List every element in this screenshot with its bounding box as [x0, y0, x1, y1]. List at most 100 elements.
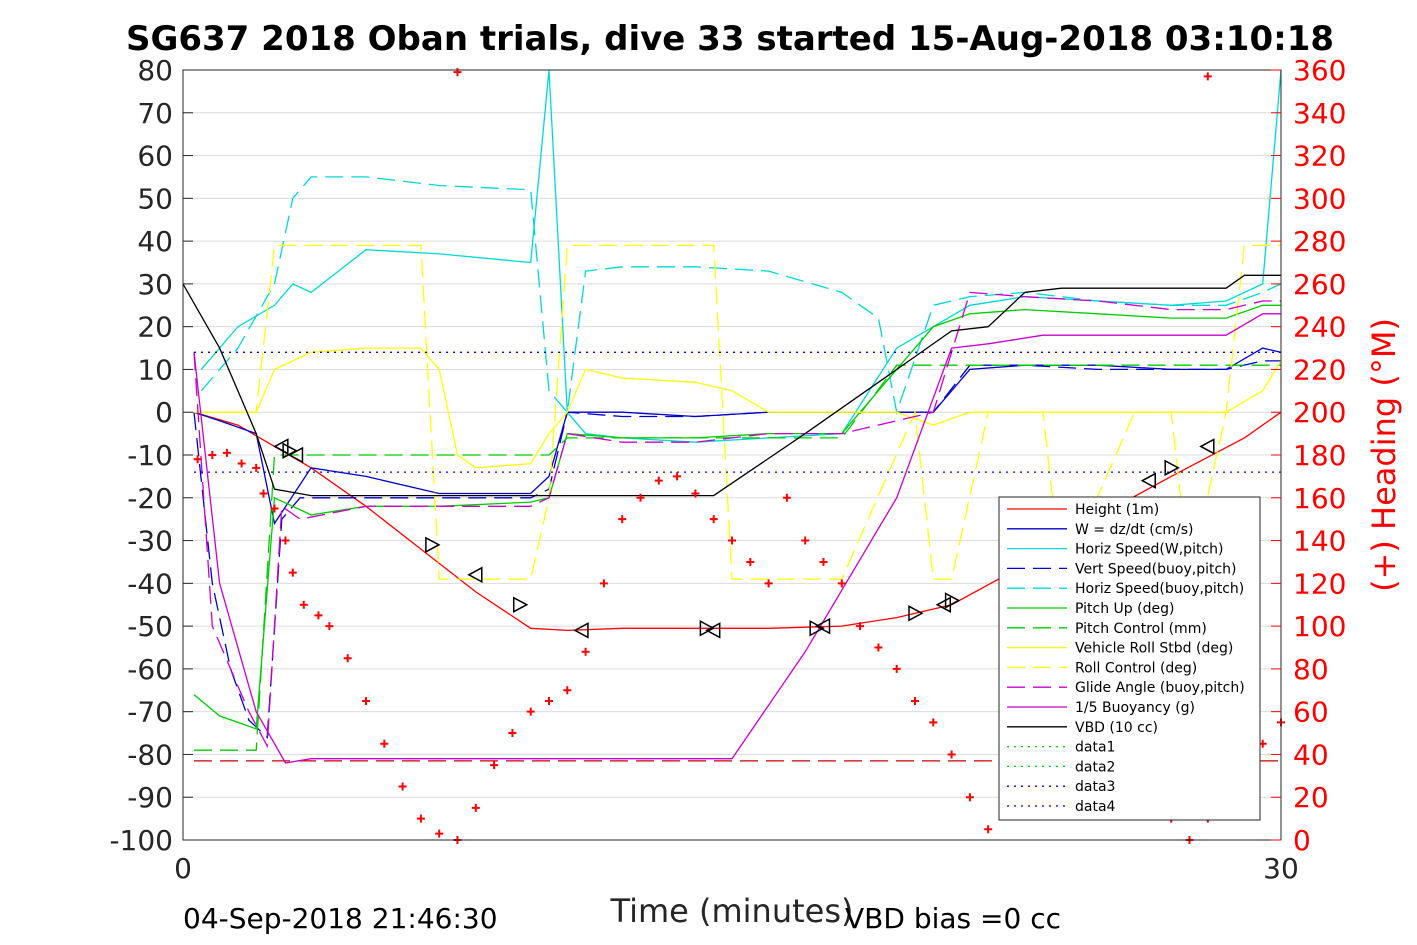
heading-point-13 — [362, 696, 370, 705]
heading-point-41 — [874, 643, 883, 652]
y-right-tick-label-8: 200 — [1293, 396, 1346, 429]
y-tick-label-4: 40 — [137, 225, 173, 258]
legend: Height (1m) W = dz/dt (cm/s) Horiz Speed(W… — [998, 496, 1261, 821]
y-right-tick-label-9: 180 — [1293, 439, 1346, 472]
y-right-tick-label-4: 280 — [1293, 225, 1346, 258]
triangle-marker-2 — [287, 446, 304, 464]
heading-point-40 — [856, 622, 865, 631]
heading-point-23 — [545, 696, 553, 705]
heading-point-10 — [314, 611, 323, 620]
y-tick-label-15: -70 — [127, 696, 173, 729]
y-tick-label-17: -90 — [127, 781, 173, 814]
heading-point-8 — [288, 568, 297, 577]
heading-point-16 — [416, 814, 425, 823]
legend-label-0: Height (1m) — [1075, 502, 1159, 518]
heading-point-43 — [911, 696, 919, 705]
y-right-tick-label-14: 80 — [1293, 653, 1329, 686]
triangle-marker-8 — [705, 622, 721, 639]
triangle-marker-11 — [908, 605, 924, 622]
heading-point-7 — [281, 536, 290, 545]
heading-point-26 — [599, 579, 608, 588]
series-line-2 — [200, 69, 1282, 443]
legend-label-9: Glide Angle (buoy,pitch) — [1075, 680, 1245, 696]
right-axis-label: (+) Heading (°M) — [1365, 318, 1403, 592]
heading-point-22 — [526, 707, 535, 716]
y-tick-label-10: -20 — [127, 482, 173, 515]
y-tick-label-14: -60 — [127, 653, 173, 686]
y-tick-label-13: -50 — [127, 610, 173, 643]
heading-point-39 — [837, 579, 846, 588]
series-line-9 — [193, 291, 1281, 749]
heading-point-3 — [237, 459, 246, 468]
legend-label-14: data3 — [1075, 779, 1115, 795]
y-tick-label-2: 60 — [137, 140, 173, 173]
heading-point-42 — [892, 664, 901, 673]
footer-vbd-bias: VBD bias =0 cc — [845, 902, 1061, 935]
legend-label-5: Pitch Up (deg) — [1075, 601, 1174, 617]
triangle-marker-18 — [1199, 438, 1215, 455]
legend-label-7: Vehicle Roll Stbd (deg) — [1075, 641, 1233, 657]
y-right-tick-label-11: 140 — [1293, 525, 1346, 558]
y-tick-label-6: 20 — [137, 311, 173, 344]
series-line-6 — [194, 364, 1281, 751]
legend-label-3: Vert Speed(buoy,pitch) — [1075, 561, 1237, 577]
y-tick-label-9: -10 — [127, 439, 173, 472]
heading-point-11 — [325, 622, 334, 631]
heading-point-14 — [380, 739, 389, 748]
series-line-8 — [194, 244, 1281, 582]
chart-title: SG637 2018 Oban trials, dive 33 started … — [126, 19, 1334, 59]
heading-point-29 — [654, 476, 663, 485]
heading-point-27 — [618, 515, 627, 524]
y-right-tick-label-15: 60 — [1293, 696, 1329, 729]
heading-point-46 — [965, 793, 974, 802]
heading-point-21 — [508, 729, 517, 738]
y-right-tick-label-0: 360 — [1293, 54, 1346, 87]
heading-point-28 — [636, 493, 645, 502]
triangle-marker-9 — [809, 619, 825, 637]
heading-point-5 — [259, 489, 268, 498]
heading-point-19 — [471, 803, 480, 812]
legend-label-8: Roll Control (deg) — [1075, 660, 1197, 676]
triangle-markers — [273, 438, 1215, 639]
triangle-marker-17 — [1164, 459, 1180, 477]
heading-point-4 — [252, 463, 261, 472]
heading-point-17 — [435, 829, 444, 838]
series-line-10 — [193, 313, 1281, 764]
heading-point-33 — [728, 536, 736, 545]
heading-point-36 — [782, 493, 791, 502]
y-right-tick-label-7: 220 — [1293, 353, 1346, 386]
heading-point-34 — [746, 557, 755, 566]
heading-point-6 — [270, 504, 279, 513]
y-right-tick-label-5: 260 — [1293, 268, 1346, 301]
heading-point-64 — [453, 68, 462, 77]
y-right-tick-label-17: 20 — [1293, 781, 1329, 814]
legend-label-11: VBD (10 cc) — [1075, 720, 1158, 736]
series-line-3 — [193, 360, 1281, 739]
heading-point-30 — [673, 472, 682, 481]
heading-point-20 — [490, 761, 499, 770]
heading-point-32 — [709, 515, 718, 524]
y-right-tick-label-13: 100 — [1293, 610, 1346, 643]
y-tick-label-8: 0 — [155, 396, 173, 429]
y-right-tick-label-6: 240 — [1293, 311, 1346, 344]
heading-point-2 — [222, 448, 231, 457]
triangle-marker-7 — [699, 619, 715, 637]
heading-point-44 — [929, 718, 938, 727]
y-right-tick-label-3: 300 — [1293, 182, 1346, 215]
footer-timestamp: 04-Sep-2018 21:46:30 — [183, 902, 498, 935]
y-tick-label-11: -30 — [127, 525, 173, 558]
triangle-marker-6 — [573, 622, 589, 639]
series-line-7 — [194, 347, 1282, 469]
triangle-marker-16 — [1140, 472, 1156, 489]
y-right-tick-label-1: 340 — [1293, 97, 1346, 130]
y-tick-label-1: 70 — [137, 97, 173, 130]
y-tick-label-7: 10 — [137, 353, 173, 386]
series-line-1 — [193, 347, 1282, 526]
triangle-marker-4 — [467, 566, 483, 584]
series-line-4 — [200, 176, 1282, 415]
heading-point-24 — [563, 686, 572, 695]
legend-label-6: Pitch Control (mm) — [1075, 621, 1207, 637]
legend-label-2: Horiz Speed(W,pitch) — [1075, 542, 1223, 558]
triangle-marker-5 — [512, 596, 529, 613]
